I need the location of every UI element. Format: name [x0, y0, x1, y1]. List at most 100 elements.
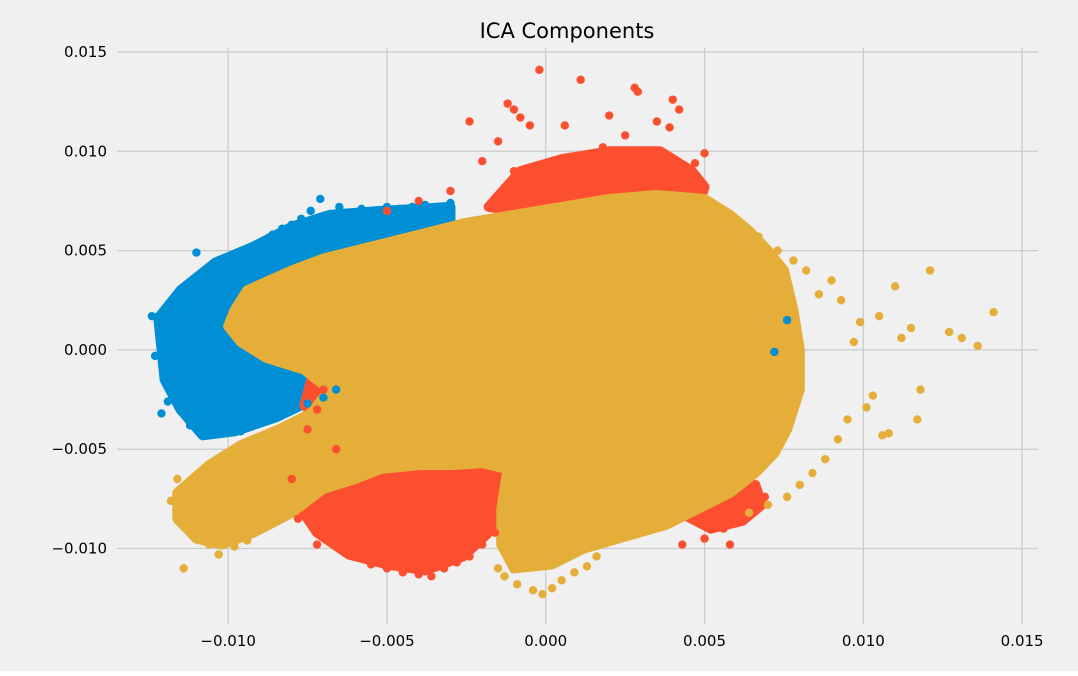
data-point — [427, 572, 436, 581]
data-point — [725, 540, 735, 549]
data-point — [897, 333, 906, 343]
data-point — [268, 230, 277, 239]
y-tick-label: −0.010 — [51, 540, 107, 558]
data-point — [814, 290, 824, 299]
data-point — [157, 409, 166, 418]
data-point — [478, 540, 487, 549]
data-point — [150, 351, 160, 361]
data-point — [214, 550, 223, 559]
data-point — [319, 385, 328, 394]
data-point — [201, 274, 211, 283]
data-point — [287, 405, 296, 414]
data-point — [420, 200, 430, 210]
data-point — [528, 586, 538, 595]
y-tick-label: 0.015 — [64, 43, 107, 61]
data-point — [220, 413, 230, 422]
data-point — [192, 530, 201, 539]
data-point — [538, 590, 547, 599]
data-point — [989, 307, 998, 317]
data-point — [516, 113, 525, 122]
y-tick-label: 0.005 — [64, 242, 107, 260]
data-point — [370, 206, 379, 216]
data-point — [312, 540, 322, 549]
data-point — [547, 584, 557, 593]
data-point — [331, 385, 341, 394]
data-point — [668, 95, 677, 104]
data-point — [878, 431, 887, 440]
data-point — [465, 552, 474, 561]
data-point — [277, 224, 287, 233]
data-point — [833, 435, 843, 444]
data-point — [382, 206, 392, 216]
y-tick-label: −0.005 — [51, 440, 107, 458]
data-point — [906, 323, 916, 333]
data-point — [836, 296, 846, 305]
data-point — [490, 528, 500, 537]
data-point — [509, 166, 519, 176]
data-point — [316, 194, 325, 204]
data-point — [293, 514, 303, 523]
data-point — [509, 105, 519, 114]
data-point — [821, 454, 830, 464]
data-point — [236, 427, 246, 436]
data-point — [192, 290, 201, 299]
data-point — [512, 580, 522, 589]
data-point — [582, 562, 592, 571]
data-point — [557, 576, 566, 585]
data-point — [751, 504, 760, 513]
data-point — [665, 123, 674, 132]
data-point — [754, 232, 763, 241]
data-point — [509, 556, 519, 565]
data-point — [738, 514, 747, 523]
data-point — [719, 524, 728, 533]
data-point — [579, 151, 589, 160]
data-point — [204, 327, 214, 337]
data-point — [335, 202, 344, 212]
point-clouds — [153, 146, 805, 576]
data-point — [319, 393, 328, 402]
data-point — [770, 347, 779, 357]
data-point — [262, 238, 271, 247]
data-point — [271, 409, 280, 418]
data-point — [163, 397, 173, 406]
data-point — [503, 99, 512, 108]
data-point — [795, 480, 805, 490]
data-point — [465, 117, 474, 126]
data-point — [843, 415, 852, 424]
data-point — [303, 399, 312, 408]
data-point — [312, 405, 322, 414]
data-point — [884, 429, 893, 438]
data-point — [652, 117, 662, 126]
data-point — [576, 75, 585, 84]
x-tick-label: −0.010 — [200, 632, 256, 650]
data-point — [357, 204, 366, 214]
data-point — [674, 105, 684, 114]
data-point — [350, 552, 360, 561]
data-point — [182, 522, 192, 531]
data-point — [255, 393, 265, 402]
data-point — [478, 157, 487, 166]
data-point — [287, 474, 296, 484]
series-3 — [166, 232, 998, 599]
data-point — [620, 131, 630, 140]
data-point — [382, 564, 392, 573]
data-point — [598, 143, 608, 152]
data-point — [243, 417, 252, 426]
chart-title: ICA Components — [480, 19, 655, 43]
data-point — [166, 317, 176, 327]
data-point — [452, 558, 462, 567]
data-point — [414, 196, 423, 206]
data-point — [760, 492, 770, 502]
data-point — [700, 149, 709, 158]
series-2 — [287, 65, 770, 581]
data-point — [147, 311, 157, 321]
data-point — [782, 492, 792, 502]
y-tick-label: 0.010 — [64, 142, 107, 160]
data-point — [913, 415, 922, 424]
data-point — [890, 282, 900, 291]
data-point — [166, 496, 176, 506]
data-point — [195, 387, 204, 396]
data-point — [173, 298, 182, 307]
